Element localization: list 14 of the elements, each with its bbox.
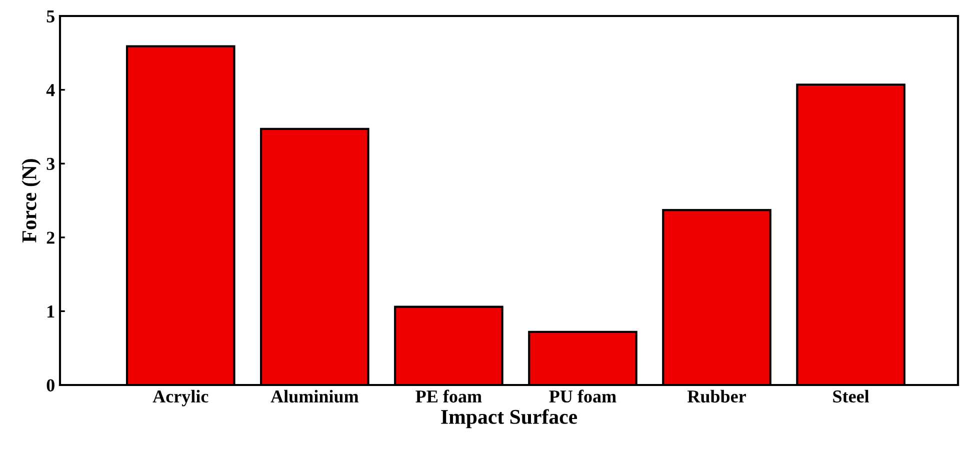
y-tick-label: 5 <box>46 10 54 22</box>
y-tick-label: 3 <box>46 158 55 170</box>
x-tick-label: PE foam <box>416 390 482 403</box>
y-axis-title: Force (N) <box>22 159 41 242</box>
x-tick-label: Rubber <box>687 390 746 403</box>
x-axis-title: Impact Surface <box>441 409 578 428</box>
y-tick-label: 1 <box>48 306 54 318</box>
x-tick-label: Steel <box>833 390 870 403</box>
x-tick-label: Aluminium <box>270 390 358 403</box>
y-tick-label: 4 <box>46 84 55 96</box>
x-tick-label: Acrylic <box>152 390 208 406</box>
y-tick-label: 0 <box>46 379 54 392</box>
x-tick-label: PU foam <box>549 390 616 403</box>
y-tick-label: 2 <box>46 232 54 244</box>
